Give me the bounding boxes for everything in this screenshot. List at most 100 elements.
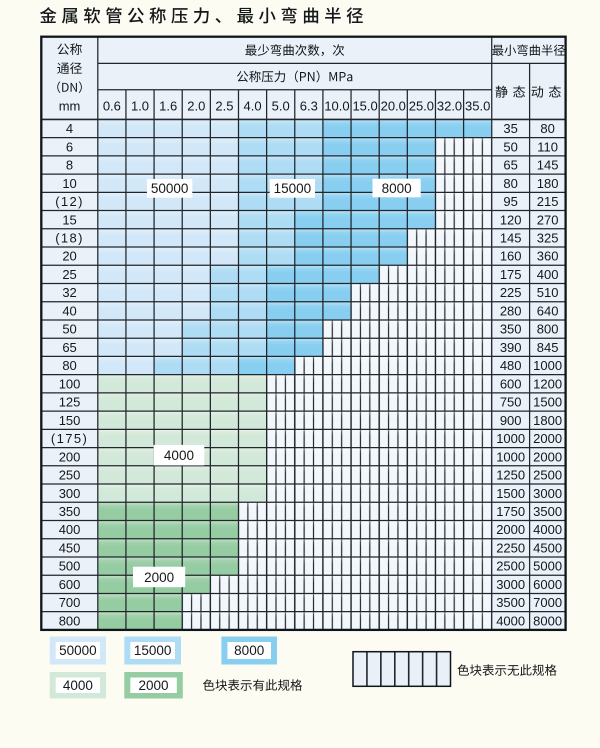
svg-text:65: 65 xyxy=(62,340,76,355)
svg-text:3000: 3000 xyxy=(496,577,525,592)
svg-text:1000: 1000 xyxy=(496,431,525,446)
svg-text:15000: 15000 xyxy=(134,643,172,658)
svg-text:175: 175 xyxy=(500,267,522,282)
svg-text:15: 15 xyxy=(62,212,76,227)
svg-text:(175): (175) xyxy=(51,431,88,446)
svg-text:1200: 1200 xyxy=(533,376,562,391)
svg-text:50: 50 xyxy=(62,322,76,337)
svg-text:2000: 2000 xyxy=(533,449,562,464)
svg-text:15.0: 15.0 xyxy=(352,99,377,114)
svg-text:2500: 2500 xyxy=(533,468,562,483)
svg-text:2000: 2000 xyxy=(533,431,562,446)
svg-text:8000: 8000 xyxy=(382,181,412,196)
svg-text:80: 80 xyxy=(540,121,554,136)
svg-text:350: 350 xyxy=(59,504,81,519)
svg-text:145: 145 xyxy=(500,231,522,246)
svg-text:800: 800 xyxy=(537,322,559,337)
svg-text:5000: 5000 xyxy=(533,559,562,574)
svg-text:35.0: 35.0 xyxy=(465,99,490,114)
svg-text:25.0: 25.0 xyxy=(409,99,434,114)
svg-text:1500: 1500 xyxy=(533,395,562,410)
svg-text:900: 900 xyxy=(500,413,522,428)
svg-text:280: 280 xyxy=(500,303,522,318)
svg-text:2.0: 2.0 xyxy=(187,99,205,114)
svg-text:150: 150 xyxy=(59,413,81,428)
svg-text:110: 110 xyxy=(537,139,558,154)
svg-text:1250: 1250 xyxy=(496,468,525,483)
svg-text:3500: 3500 xyxy=(496,595,525,610)
svg-text:2000: 2000 xyxy=(139,678,169,693)
svg-text:250: 250 xyxy=(59,468,81,483)
svg-text:2000: 2000 xyxy=(144,570,174,585)
svg-text:225: 225 xyxy=(500,285,522,300)
svg-text:300: 300 xyxy=(59,486,81,501)
svg-text:20.0: 20.0 xyxy=(381,99,406,114)
svg-text:1500: 1500 xyxy=(496,486,525,501)
svg-text:(12): (12) xyxy=(55,194,84,209)
svg-text:4000: 4000 xyxy=(496,613,525,628)
svg-text:4000: 4000 xyxy=(533,522,562,537)
svg-text:1750: 1750 xyxy=(496,504,525,519)
svg-text:360: 360 xyxy=(537,249,559,264)
svg-text:400: 400 xyxy=(59,522,81,537)
svg-text:15000: 15000 xyxy=(274,181,312,196)
svg-text:4000: 4000 xyxy=(164,448,194,463)
svg-text:80: 80 xyxy=(503,176,517,191)
svg-text:600: 600 xyxy=(59,577,81,592)
svg-text:125: 125 xyxy=(59,395,81,410)
svg-text:1.6: 1.6 xyxy=(159,99,177,114)
svg-text:4.0: 4.0 xyxy=(244,99,262,114)
svg-text:6.3: 6.3 xyxy=(300,99,318,114)
svg-text:1000: 1000 xyxy=(533,358,562,373)
svg-text:120: 120 xyxy=(500,212,522,227)
svg-text:350: 350 xyxy=(500,322,522,337)
svg-text:640: 640 xyxy=(537,303,559,318)
svg-text:8000: 8000 xyxy=(234,643,264,658)
svg-text:8000: 8000 xyxy=(533,613,562,628)
svg-text:270: 270 xyxy=(537,212,559,227)
svg-text:10.0: 10.0 xyxy=(324,99,349,114)
svg-text:50000: 50000 xyxy=(151,181,189,196)
svg-text:50000: 50000 xyxy=(59,643,97,658)
svg-text:0.6: 0.6 xyxy=(103,99,121,114)
svg-text:4000: 4000 xyxy=(63,678,93,693)
svg-text:600: 600 xyxy=(500,376,522,391)
svg-text:750: 750 xyxy=(500,395,522,410)
svg-text:mm: mm xyxy=(59,99,81,114)
svg-text:480: 480 xyxy=(500,358,522,373)
svg-text:510: 510 xyxy=(537,285,559,300)
svg-text:400: 400 xyxy=(537,267,559,282)
svg-text:80: 80 xyxy=(62,358,76,373)
svg-text:700: 700 xyxy=(59,595,81,610)
svg-text:3000: 3000 xyxy=(533,486,562,501)
svg-text:390: 390 xyxy=(500,340,522,355)
svg-text:20: 20 xyxy=(62,249,76,264)
svg-text:6: 6 xyxy=(66,139,73,154)
svg-text:200: 200 xyxy=(59,449,81,464)
svg-text:500: 500 xyxy=(59,559,81,574)
svg-text:3500: 3500 xyxy=(533,504,562,519)
svg-text:180: 180 xyxy=(537,176,559,191)
svg-text:10: 10 xyxy=(62,176,76,191)
svg-text:1000: 1000 xyxy=(496,449,525,464)
svg-text:1.0: 1.0 xyxy=(131,99,149,114)
svg-text:2250: 2250 xyxy=(496,540,525,555)
svg-text:32.0: 32.0 xyxy=(437,99,462,114)
svg-text:2500: 2500 xyxy=(496,559,525,574)
svg-text:50: 50 xyxy=(503,139,517,154)
svg-text:65: 65 xyxy=(503,158,517,173)
svg-text:5.0: 5.0 xyxy=(272,99,290,114)
svg-text:8: 8 xyxy=(66,158,73,173)
svg-text:4: 4 xyxy=(66,121,73,136)
svg-text:25: 25 xyxy=(62,267,76,282)
svg-text:4500: 4500 xyxy=(533,540,562,555)
svg-text:32: 32 xyxy=(62,285,76,300)
svg-text:215: 215 xyxy=(537,194,559,209)
svg-text:2000: 2000 xyxy=(496,522,525,537)
svg-text:1800: 1800 xyxy=(533,413,562,428)
svg-text:145: 145 xyxy=(537,158,559,173)
svg-text:40: 40 xyxy=(62,303,76,318)
svg-text:7000: 7000 xyxy=(533,595,562,610)
svg-text:450: 450 xyxy=(59,540,81,555)
svg-text:160: 160 xyxy=(500,249,522,264)
